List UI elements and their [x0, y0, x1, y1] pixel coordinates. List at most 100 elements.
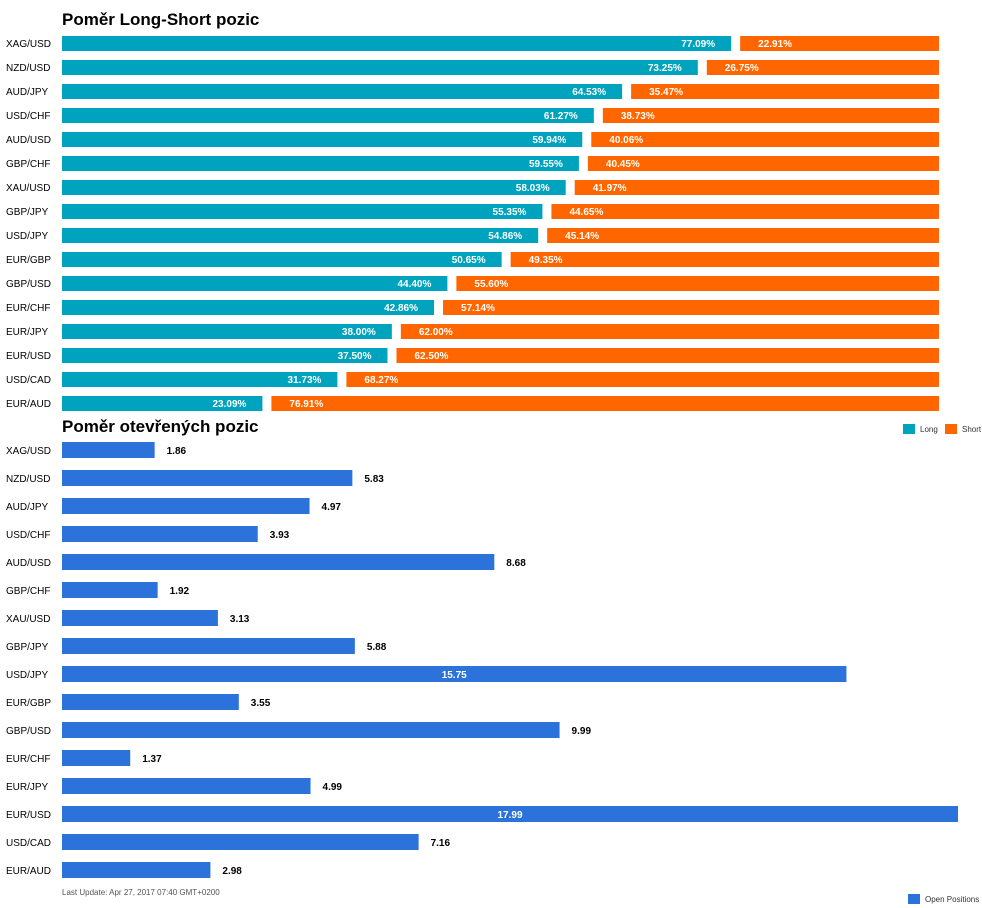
category-label: AUD/JPY: [6, 87, 49, 98]
short-bar: [706, 60, 939, 75]
long-value-label: 31.73%: [287, 375, 321, 386]
open-positions-bar: [62, 778, 311, 794]
category-label: GBP/JPY: [6, 642, 49, 653]
open-positions-value-label: 5.88: [367, 642, 387, 653]
long-value-label: 54.86%: [488, 231, 522, 242]
open-positions-value-label: 5.83: [364, 474, 384, 485]
category-label: EUR/CHF: [6, 303, 50, 314]
category-label: EUR/GBP: [6, 255, 51, 266]
open-positions-bar: [62, 526, 258, 542]
open-positions-value-label: 4.99: [323, 782, 343, 793]
long-bar: [62, 276, 448, 291]
open-positions-value-label: 3.55: [251, 698, 271, 709]
category-label: EUR/GBP: [6, 698, 51, 709]
open-positions-value-label: 15.75: [442, 670, 467, 681]
open-positions-bar: [62, 470, 353, 486]
legend-open-swatch: [908, 894, 920, 904]
category-label: XAG/USD: [6, 446, 51, 457]
open-positions-bar: [62, 666, 847, 682]
short-value-label: 68.27%: [364, 375, 398, 386]
short-value-label: 57.14%: [461, 303, 495, 314]
short-value-label: 55.60%: [474, 279, 508, 290]
short-bar: [574, 180, 939, 195]
legend-open-positions: Open Positions: [908, 894, 979, 904]
category-label: XAU/USD: [6, 614, 50, 625]
long-value-label: 61.27%: [544, 111, 578, 122]
category-label: GBP/JPY: [6, 207, 49, 218]
category-label: USD/JPY: [6, 231, 49, 242]
long-bar: [62, 396, 263, 411]
open-positions-bar: [62, 750, 131, 766]
category-label: EUR/USD: [6, 351, 51, 362]
category-label: XAG/USD: [6, 39, 51, 50]
open-positions-value-label: 3.93: [270, 530, 290, 541]
short-value-label: 40.06%: [609, 135, 643, 146]
category-label: EUR/AUD: [6, 399, 51, 410]
open-positions-bar: [62, 442, 155, 458]
long-value-label: 73.25%: [648, 63, 682, 74]
open-positions-value-label: 17.99: [497, 810, 522, 821]
open-positions-bar: [62, 498, 310, 514]
long-value-label: 37.50%: [338, 351, 372, 362]
category-label: USD/CHF: [6, 111, 50, 122]
long-value-label: 64.53%: [572, 87, 606, 98]
open-positions-value-label: 8.68: [506, 558, 526, 569]
long-value-label: 58.03%: [516, 183, 550, 194]
long-bar: [62, 156, 579, 171]
long-bar: [62, 324, 392, 339]
short-bar: [591, 132, 939, 147]
long-bar: [62, 204, 543, 219]
last-update: Last Update: Apr 27, 2017 07:40 GMT+0200: [62, 888, 220, 897]
long-value-label: 77.09%: [681, 39, 715, 50]
long-value-label: 38.00%: [342, 327, 376, 338]
open-positions-bar: [62, 638, 355, 654]
short-bar: [551, 204, 939, 219]
short-bar: [631, 84, 939, 99]
long-bar: [62, 180, 566, 195]
category-label: EUR/JPY: [6, 327, 49, 338]
category-label: GBP/USD: [6, 279, 51, 290]
short-value-label: 22.91%: [758, 39, 792, 50]
category-label: EUR/USD: [6, 810, 51, 821]
short-value-label: 49.35%: [529, 255, 563, 266]
open-positions-value-label: 1.37: [142, 754, 162, 765]
long-value-label: 59.94%: [532, 135, 566, 146]
open-positions-bar: [62, 610, 218, 626]
category-label: EUR/AUD: [6, 866, 51, 877]
open-positions-value-label: 1.86: [167, 446, 187, 457]
long-bar: [62, 372, 338, 387]
short-bar: [443, 300, 939, 315]
long-value-label: 59.55%: [529, 159, 563, 170]
category-label: EUR/JPY: [6, 782, 49, 793]
short-bar: [396, 348, 939, 363]
category-label: XAU/USD: [6, 183, 50, 194]
category-label: USD/CHF: [6, 530, 50, 541]
short-value-label: 62.50%: [415, 351, 449, 362]
short-value-label: 44.65%: [569, 207, 603, 218]
legend-long-label: Long: [920, 424, 938, 434]
open-positions-bar: [62, 722, 560, 738]
category-label: AUD/USD: [6, 135, 51, 146]
long-value-label: 23.09%: [212, 399, 246, 410]
short-bar: [602, 108, 939, 123]
long-short-chart-title: Poměr Long-Short pozic: [62, 10, 260, 29]
open-positions-value-label: 9.99: [572, 726, 592, 737]
short-bar: [346, 372, 940, 387]
short-value-label: 76.91%: [289, 399, 323, 410]
open-positions-bar: [62, 582, 158, 598]
short-bar: [740, 36, 939, 51]
long-value-label: 50.65%: [452, 255, 486, 266]
category-label: AUD/JPY: [6, 502, 49, 513]
short-bar: [400, 324, 940, 339]
category-label: GBP/CHF: [6, 586, 50, 597]
long-value-label: 42.86%: [384, 303, 418, 314]
legend-short: Short: [945, 424, 981, 434]
open-positions-value-label: 7.16: [431, 838, 451, 849]
long-bar: [62, 84, 623, 99]
category-label: NZD/USD: [6, 63, 50, 74]
open-positions-value-label: 4.97: [322, 502, 342, 513]
category-label: USD/JPY: [6, 670, 49, 681]
long-bar: [62, 132, 583, 147]
short-bar: [271, 396, 939, 411]
long-bar: [62, 228, 539, 243]
